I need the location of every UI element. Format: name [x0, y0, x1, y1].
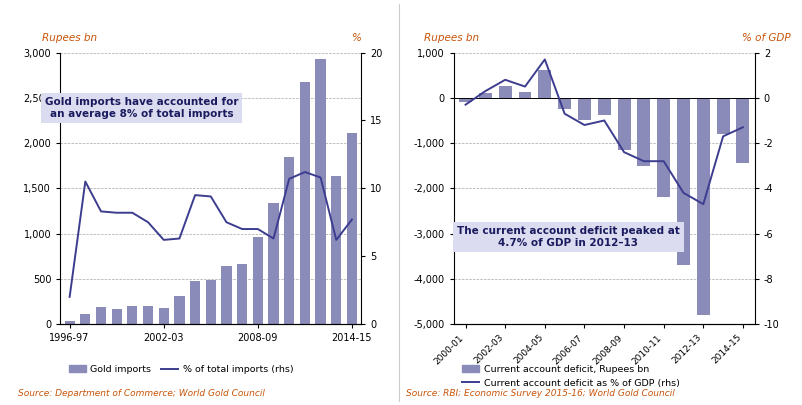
Text: Source: RBI; Economic Survey 2015-16; World Gold Council: Source: RBI; Economic Survey 2015-16; Wo…: [405, 389, 674, 398]
Bar: [577, 98, 590, 119]
Bar: [111, 309, 122, 324]
Bar: [498, 86, 511, 98]
Bar: [557, 98, 570, 109]
Bar: [315, 59, 326, 324]
Bar: [190, 281, 200, 324]
Bar: [716, 98, 729, 134]
Bar: [143, 306, 153, 324]
Bar: [174, 296, 184, 324]
Text: % of GDP: % of GDP: [741, 33, 790, 43]
Bar: [735, 98, 748, 164]
Bar: [346, 133, 357, 324]
Legend: Gold imports, % of total imports (rhs): Gold imports, % of total imports (rhs): [65, 361, 297, 378]
Bar: [127, 306, 137, 324]
Bar: [537, 70, 551, 98]
Bar: [696, 98, 709, 315]
Bar: [159, 308, 168, 324]
Bar: [80, 314, 91, 324]
Bar: [253, 237, 262, 324]
Bar: [478, 94, 491, 98]
Bar: [330, 176, 341, 324]
Bar: [597, 98, 610, 115]
Bar: [637, 98, 650, 166]
Bar: [221, 266, 231, 324]
Bar: [676, 98, 689, 265]
Bar: [95, 307, 106, 324]
Text: The current account deficit peaked at
4.7% of GDP in 2012–13: The current account deficit peaked at 4.…: [456, 226, 678, 248]
Bar: [299, 83, 310, 324]
Text: Rupees bn: Rupees bn: [42, 33, 97, 43]
Text: Gold imports have accounted for
an average 8% of total imports: Gold imports have accounted for an avera…: [45, 98, 238, 119]
Bar: [518, 92, 531, 98]
Legend: Current account deficit, Rupees bn, Current account deficit as % of GDP (rhs): Current account deficit, Rupees bn, Curr…: [458, 361, 683, 392]
Bar: [237, 264, 247, 324]
Bar: [268, 203, 278, 324]
Bar: [656, 98, 670, 197]
Text: %: %: [351, 33, 361, 43]
Bar: [284, 157, 294, 324]
Bar: [64, 321, 75, 324]
Text: Source: Department of Commerce; World Gold Council: Source: Department of Commerce; World Go…: [18, 389, 264, 398]
Bar: [205, 280, 216, 324]
Bar: [459, 98, 472, 102]
Bar: [617, 98, 630, 150]
Text: Rupees bn: Rupees bn: [423, 33, 478, 43]
